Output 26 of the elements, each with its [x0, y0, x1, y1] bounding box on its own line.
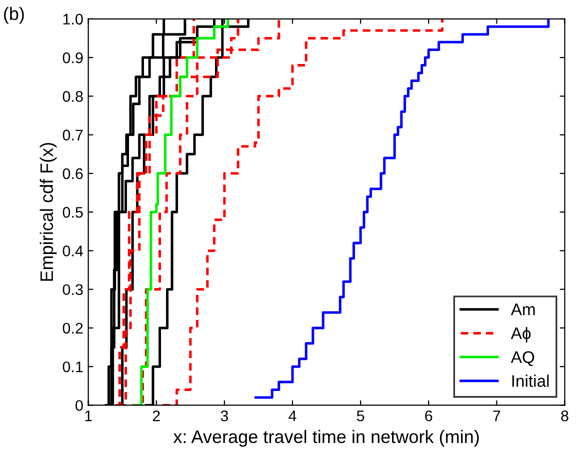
legend-label: Am — [510, 304, 535, 316]
x-axis-title: x: Average travel time in network (min) — [173, 430, 479, 447]
x-tick-label: 2 — [152, 410, 160, 422]
x-tick-label: 1 — [85, 410, 92, 422]
y-tick-label: 0.2 — [62, 322, 83, 334]
y-tick-label: 0.7 — [62, 130, 83, 140]
x-tick-label: 7 — [493, 410, 500, 422]
x-tick-label: 3 — [220, 410, 228, 422]
y-tick-label: 0.9 — [62, 52, 83, 64]
y-tick-label: 0.3 — [62, 284, 83, 296]
x-tick-label: 4 — [288, 410, 296, 422]
y-tick-label: 0 — [76, 400, 83, 411]
y-axis-title: Empirical cdf F(x) — [40, 142, 57, 281]
text: (b) — [4, 6, 24, 24]
x-tick-label: 5 — [356, 410, 364, 422]
y-tick-label: 0.4 — [62, 246, 84, 256]
y-tick-label: 0.5 — [62, 206, 83, 218]
y-tick-label: 0.8 — [62, 91, 83, 102]
y-tick-label: 1.0 — [63, 14, 83, 25]
y-tick-label: 0.6 — [62, 168, 83, 180]
legend-label: AQ — [510, 351, 534, 366]
y-tick-label: 0.1 — [62, 361, 83, 372]
x-tick-label: 6 — [425, 410, 432, 422]
legend-label: Aϕ — [510, 326, 531, 342]
legend-label: Initial — [512, 374, 549, 387]
x-tick-label: 8 — [561, 410, 568, 422]
